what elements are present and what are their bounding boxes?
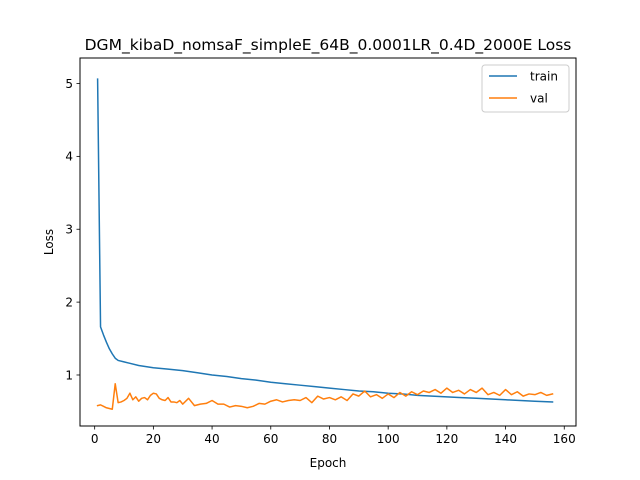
y-axis: 1 2 3 4 5 (65, 77, 80, 382)
y-tick-label: 5 (65, 77, 73, 91)
y-tick-label: 4 (65, 150, 73, 164)
legend-label-train: train (530, 69, 558, 83)
y-tick-label: 1 (65, 368, 73, 382)
series-line-train (96, 78, 554, 403)
x-tick-label: 100 (377, 432, 400, 446)
x-tick-label: 80 (322, 432, 337, 446)
x-tick-label: 160 (553, 432, 576, 446)
x-tick-label: 20 (146, 432, 161, 446)
chart-title: DGM_kibaD_nomsaF_simpleE_64B_0.0001LR_0.… (85, 36, 572, 55)
x-tick-label: 40 (204, 432, 219, 446)
x-axis-label: Epoch (310, 456, 347, 470)
legend: train val (481, 64, 570, 113)
y-axis-label: Loss (42, 229, 56, 255)
x-tick-label: 60 (263, 432, 278, 446)
x-tick-label: 120 (435, 432, 458, 446)
y-tick-label: 3 (65, 223, 73, 237)
legend-label-val: val (530, 91, 548, 105)
y-tick-label: 2 (65, 295, 73, 309)
series-layer (96, 78, 554, 410)
x-tick-label: 0 (91, 432, 99, 446)
series-line-val (96, 382, 554, 410)
x-axis: 0 20 40 60 80 100 120 140 160 (91, 426, 576, 446)
x-tick-label: 140 (494, 432, 517, 446)
plot-frame (79, 57, 577, 427)
